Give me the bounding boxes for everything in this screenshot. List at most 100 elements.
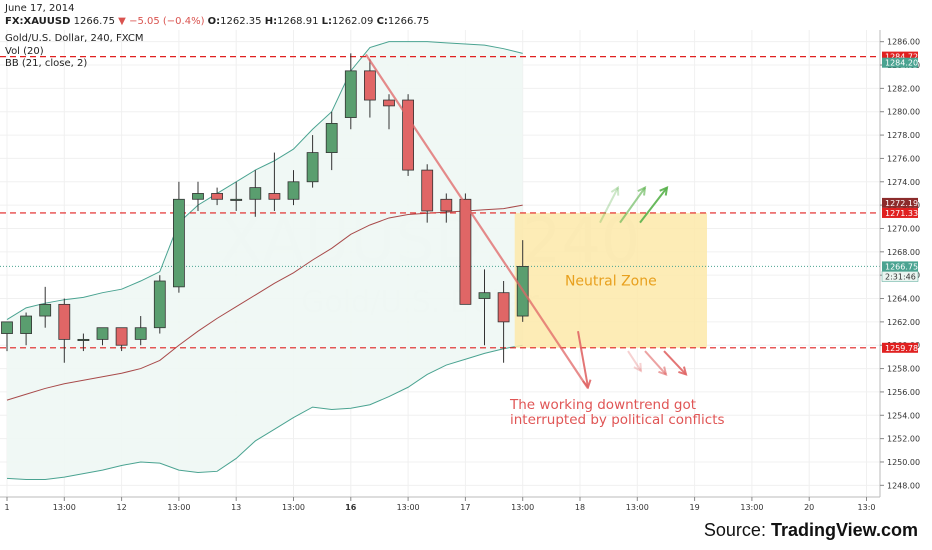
downtrend-arrow-icon-head (582, 379, 592, 390)
candle (172, 181, 185, 293)
price-marker-label: 1259.78 (885, 344, 918, 353)
time-tick-label: 13 (231, 503, 241, 512)
price-tick-label: 1264.00 (887, 295, 920, 304)
low-label: L: (321, 16, 333, 27)
candle-body (77, 338, 90, 341)
candle-body (344, 70, 357, 118)
candle (344, 53, 357, 130)
candle (1, 321, 13, 352)
price-marker-label: 1266.75 (885, 262, 918, 271)
time-tick-label: 13:00 (626, 503, 649, 512)
time-tick-label: 1 (4, 503, 9, 512)
candle (249, 170, 262, 217)
time-tick-label: 20 (804, 503, 814, 512)
candle (96, 327, 109, 346)
candle (325, 111, 338, 171)
price-tick-label: 1276.00 (887, 154, 920, 163)
candle-body (497, 292, 510, 323)
candle (402, 94, 415, 176)
candle (497, 281, 510, 363)
price-tick-label: 1258.00 (887, 365, 920, 374)
candle (153, 275, 166, 334)
source-brand: TradingView.com (770, 520, 918, 540)
candle (230, 181, 243, 211)
low-value: 1262.09 (332, 16, 374, 27)
price-marker-box (882, 51, 918, 62)
breakdown-down-arrow-icon (663, 350, 687, 376)
price-tick-label: 1256.00 (887, 388, 920, 397)
candle (440, 193, 453, 223)
source-prefix: Source: (703, 520, 771, 540)
candle (383, 94, 395, 130)
quote-line: FX:XAUUSD 1266.75 ▼ −5.05 (−0.4%) O:1262… (5, 16, 429, 27)
price-tick-label: 1286.00 (887, 38, 920, 47)
volume-indicator-label[interactable]: Vol (20) (5, 46, 44, 57)
open-label: O: (207, 16, 221, 27)
candle-body (39, 303, 52, 317)
candle-body (58, 303, 71, 340)
candle-body (1, 321, 13, 334)
price-marker-label: 1284.72 (885, 53, 918, 62)
time-tick-label: 13:00 (511, 503, 534, 512)
candle-body (325, 123, 338, 153)
countdown-label: 2:31:46 (885, 272, 916, 281)
close-label: C: (376, 16, 388, 27)
last-price: 1266.75 (73, 16, 115, 27)
candle-body (383, 99, 395, 107)
breakdown-down-arrow-icon-head (633, 362, 643, 373)
price-marker-label: 1284.20 (885, 59, 918, 68)
bollinger-band-fill (7, 41, 523, 480)
candle (20, 312, 33, 346)
source-credit: Source: TradingView.com (704, 520, 918, 541)
price-tick-label: 1270.00 (887, 224, 920, 233)
price-tick-label: 1250.00 (887, 458, 920, 467)
price-marker-box (882, 197, 918, 208)
neutral-zone-label: Neutral Zone (565, 273, 657, 289)
time-tick-label: 18 (575, 503, 585, 512)
annotation-text: The working downtrend got (509, 397, 696, 413)
candle (287, 170, 300, 206)
candle-body (115, 327, 128, 346)
price-tick-label: 1278.00 (887, 131, 920, 140)
time-tick-label: 13:00 (282, 503, 305, 512)
candle-body (440, 198, 453, 212)
price-marker-box (882, 207, 918, 218)
price-tick-label: 1262.00 (887, 318, 920, 327)
price-marker-box (882, 57, 918, 68)
time-tick-label: 12 (117, 503, 127, 512)
bollinger-middle-line (6, 204, 523, 401)
candle-body (268, 193, 281, 200)
chart-title[interactable]: Gold/U.S. Dollar, 240, FXCM (5, 33, 144, 44)
breakdown-down-arrow-icon-head (678, 366, 688, 376)
candle-body (287, 181, 300, 200)
breakout-up-arrow-icon (619, 187, 646, 224)
time-tick-label: 17 (460, 503, 470, 512)
time-tick-label: 13:00 (167, 503, 190, 512)
time-tick-label: 13:0 (858, 503, 876, 512)
breakout-up-arrow-icon-head (659, 185, 669, 196)
candle (211, 187, 224, 206)
candle (58, 298, 71, 363)
candle (459, 193, 472, 305)
price-change: −5.05 (−0.4%) (129, 16, 205, 27)
candle (421, 164, 434, 223)
candle (192, 181, 204, 211)
candle (478, 269, 491, 346)
candle-body (230, 198, 243, 201)
price-tick-label: 1280.00 (887, 108, 920, 117)
price-marker-box (882, 261, 918, 272)
price-marker: 1271.33 (882, 207, 918, 218)
price-marker-label: 1271.33 (885, 209, 918, 218)
price-tick-label: 1268.00 (887, 248, 920, 257)
candle-body (402, 99, 415, 171)
candle-body (96, 327, 109, 340)
price-tick-label: 1252.00 (887, 435, 920, 444)
price-tick-label: 1254.00 (887, 411, 920, 420)
bollinger-indicator-label[interactable]: BB (21, close, 2) (5, 58, 88, 69)
candle-body (211, 193, 224, 200)
high-value: 1268.91 (277, 16, 319, 27)
candle-body (363, 70, 376, 101)
candle-body (172, 198, 185, 288)
candle (134, 316, 147, 346)
